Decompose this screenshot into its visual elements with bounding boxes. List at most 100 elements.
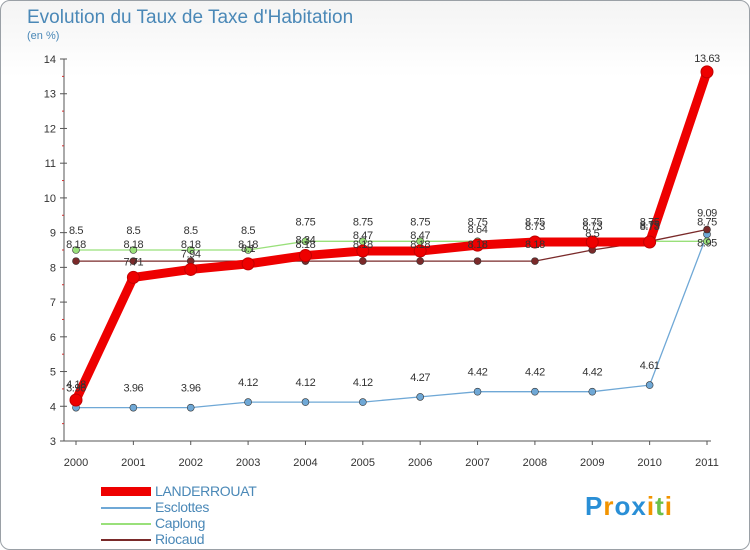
data-point-landerrouat: [126, 270, 140, 284]
data-point-landerrouat: [356, 244, 370, 258]
data-point-esclottes: [129, 403, 138, 412]
data-label-riocaud: 8.18: [123, 239, 143, 251]
chart-title: Evolution du Taux de Taxe d'Habitation: [27, 7, 354, 28]
x-tick-label: 2000: [64, 457, 88, 469]
data-point-esclottes: [416, 393, 424, 401]
legend-label: LANDERROUAT: [155, 483, 257, 499]
legend-swatch: [101, 539, 151, 541]
legend-label: Caplong: [155, 515, 206, 531]
legend-item-caplong: Caplong: [101, 515, 321, 531]
x-tick-label: 2011: [695, 457, 719, 469]
data-point-landerrouat: [298, 249, 312, 263]
x-tick-label: 2008: [523, 457, 547, 469]
data-point-landerrouat: [700, 65, 714, 79]
logo-letter: t: [655, 491, 665, 521]
data-point-esclottes: [473, 387, 482, 396]
data-label-esclottes: 4.42: [582, 367, 602, 379]
y-tick-label: 9: [50, 228, 56, 240]
data-point-landerrouat: [241, 257, 255, 271]
data-label-caplong: 8.75: [582, 216, 602, 228]
data-point-riocaud: [129, 257, 138, 265]
data-label-esclottes: 4.12: [353, 377, 373, 389]
data-point-landerrouat: [528, 235, 542, 249]
legend-swatch: [101, 523, 151, 525]
data-point-esclottes: [244, 398, 252, 406]
y-tick-label: 3: [50, 436, 56, 448]
proxiti-logo: Proxiti: [585, 491, 673, 522]
data-label-landerrouat: 4.18: [66, 379, 86, 391]
logo-letter: r: [603, 491, 615, 521]
y-tick-label: 11: [45, 158, 56, 170]
data-point-landerrouat: [184, 262, 198, 276]
logo-letter: P: [585, 491, 604, 521]
data-point-caplong: [186, 246, 195, 254]
data-point-caplong: [129, 246, 138, 254]
data-label-landerrouat: 8.34: [296, 235, 316, 247]
data-point-esclottes: [531, 387, 539, 396]
data-point-riocaud: [703, 225, 711, 234]
data-point-esclottes: [645, 381, 654, 389]
data-label-riocaud: 8.18: [353, 239, 373, 251]
legend-item-landerrouat: LANDERROUAT: [101, 483, 321, 499]
data-point-riocaud: [359, 257, 367, 265]
x-tick-label: 2009: [580, 457, 604, 469]
data-label-caplong: 8.75: [640, 216, 660, 228]
data-point-riocaud: [473, 257, 482, 265]
data-point-caplong: [301, 237, 310, 246]
data-label-landerrouat: 8.73: [582, 221, 602, 233]
y-tick-label: 7: [50, 297, 56, 309]
data-point-esclottes: [588, 387, 597, 396]
data-label-esclottes: 4.42: [468, 367, 488, 379]
data-label-caplong: 8.75: [697, 216, 717, 228]
data-label-riocaud: 8.18: [525, 239, 545, 251]
data-label-caplong: 8.75: [353, 216, 373, 228]
data-label-riocaud: 9.09: [697, 208, 717, 220]
data-point-riocaud: [531, 257, 539, 265]
data-label-esclottes: 3.96: [123, 383, 143, 395]
data-label-caplong: 8.75: [410, 216, 430, 228]
data-label-riocaud: 8.18: [66, 239, 86, 251]
data-point-caplong: [72, 246, 80, 254]
data-point-esclottes: [301, 398, 310, 406]
data-label-riocaud: 8.5: [585, 228, 599, 240]
series-line-esclottes: [75, 233, 708, 409]
legend-swatch: [101, 507, 151, 509]
data-point-landerrouat: [413, 244, 427, 258]
data-point-landerrouat: [69, 393, 83, 407]
logo-letter: i: [664, 491, 673, 521]
x-tick-label: 2004: [293, 457, 317, 469]
data-label-esclottes: 4.61: [640, 360, 660, 372]
series-line-riocaud: [75, 228, 708, 262]
data-label-landerrouat: 8.47: [353, 230, 373, 242]
data-label-caplong: 8.5: [241, 225, 255, 237]
x-tick-label: 2002: [178, 457, 202, 469]
data-point-landerrouat: [643, 235, 657, 249]
logo-letter: x: [631, 491, 647, 521]
x-tick-label: 2001: [121, 457, 145, 469]
y-tick-label: 12: [44, 123, 56, 135]
data-label-caplong: 8.75: [296, 216, 316, 228]
x-tick-label: 2005: [351, 457, 375, 469]
logo-letter: o: [614, 491, 632, 521]
data-point-caplong: [703, 237, 711, 246]
data-point-esclottes: [359, 398, 367, 406]
unit-label: (en %): [27, 30, 60, 42]
data-label-riocaud: 8.18: [181, 239, 201, 251]
data-point-riocaud: [416, 257, 424, 265]
data-label-landerrouat: 8.73: [525, 221, 545, 233]
data-point-caplong: [244, 246, 252, 254]
logo-letter: i: [646, 491, 656, 521]
data-point-esclottes: [186, 403, 195, 412]
legend-item-riocaud: Riocaud: [101, 531, 321, 547]
data-label-landerrouat: 8.47: [410, 230, 430, 242]
data-label-landerrouat: 13.63: [694, 53, 720, 65]
data-label-esclottes: 4.27: [410, 372, 430, 384]
data-label-caplong: 8.75: [468, 216, 488, 228]
data-label-riocaud: 8.75: [640, 219, 660, 231]
legend-swatch: [101, 487, 151, 496]
data-label-caplong: 8.5: [69, 225, 83, 237]
x-tick-label: 2003: [236, 457, 260, 469]
data-label-riocaud: 8.18: [238, 239, 258, 251]
